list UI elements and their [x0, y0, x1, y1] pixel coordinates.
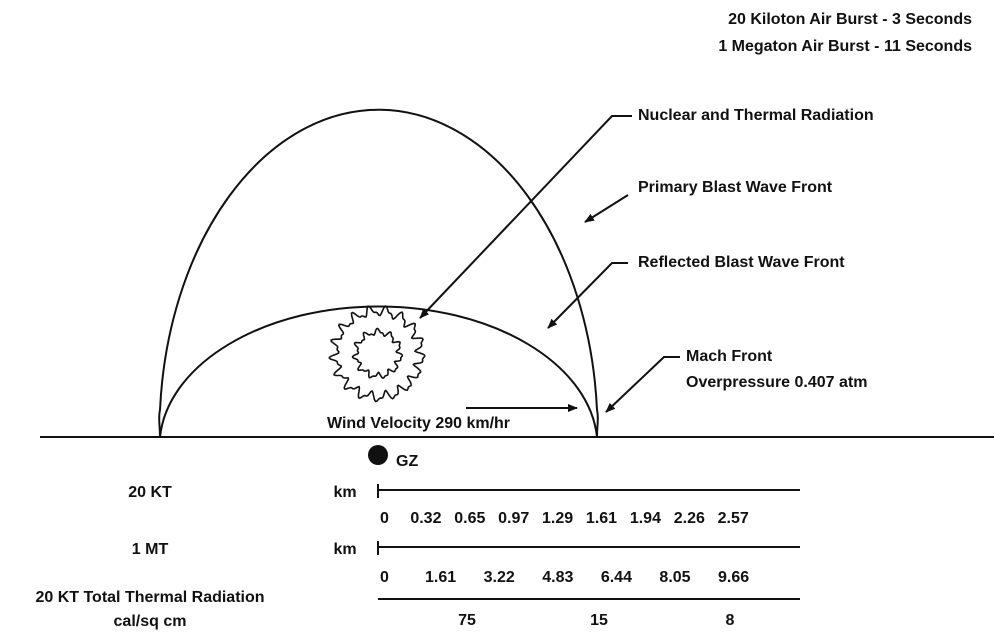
scale-tick-label: 6.44 — [601, 569, 632, 586]
scale-unit: km — [333, 541, 356, 558]
scale-tick-label: 1.94 — [630, 510, 661, 527]
gz-dot — [368, 445, 388, 465]
label: Reflected Blast Wave Front — [638, 254, 845, 271]
scale-tick-label: 3.22 — [484, 569, 515, 586]
thermal-value: 15 — [590, 612, 608, 629]
label: Nuclear and Thermal Radiation — [638, 107, 874, 124]
arrow — [419, 115, 632, 319]
thermal-value: 8 — [726, 612, 735, 629]
shapes — [40, 108, 994, 600]
fireball — [328, 305, 426, 403]
scale-tick-label: 0.65 — [454, 510, 485, 527]
thermal-name: cal/sq cm — [114, 613, 187, 630]
gz-label: GZ — [396, 453, 418, 470]
fireball — [351, 327, 404, 379]
header-line: 20 Kiloton Air Burst - 3 Seconds — [728, 11, 972, 28]
arrow — [584, 194, 629, 223]
scale-tick-label: 1.61 — [586, 510, 617, 527]
scale-tick-label: 9.66 — [718, 569, 749, 586]
thermal-name: 20 KT Total Thermal Radiation — [35, 589, 264, 606]
scale-tick-label: 1.29 — [542, 510, 573, 527]
scale-tick-label: 4.83 — [542, 569, 573, 586]
scale-unit: km — [333, 484, 356, 501]
header-line: 1 Megaton Air Burst - 11 Seconds — [718, 38, 972, 55]
label: Mach Front — [686, 348, 773, 365]
scale-tick-label: 8.05 — [659, 569, 690, 586]
scale-name: 20 KT — [128, 484, 172, 501]
wind-label: Wind Velocity 290 km/hr — [327, 415, 510, 432]
scale-tick-label: 2.26 — [674, 510, 705, 527]
scale-tick-label: 0 — [380, 510, 389, 527]
scale-tick-label: 1.61 — [425, 569, 456, 586]
arrow — [547, 262, 628, 329]
thermal-value: 75 — [458, 612, 476, 629]
label: Primary Blast Wave Front — [638, 179, 833, 196]
scale-tick-label: 0.32 — [410, 510, 441, 527]
scale-tick-label: 0.97 — [498, 510, 529, 527]
label: Overpressure 0.407 atm — [686, 374, 867, 391]
scale-tick-label: 2.57 — [718, 510, 749, 527]
scale-tick-label: 0 — [380, 569, 389, 586]
reflected-front — [159, 305, 598, 438]
primary-front — [158, 108, 599, 438]
arrow — [605, 356, 680, 413]
scale-name: 1 MT — [132, 541, 169, 558]
